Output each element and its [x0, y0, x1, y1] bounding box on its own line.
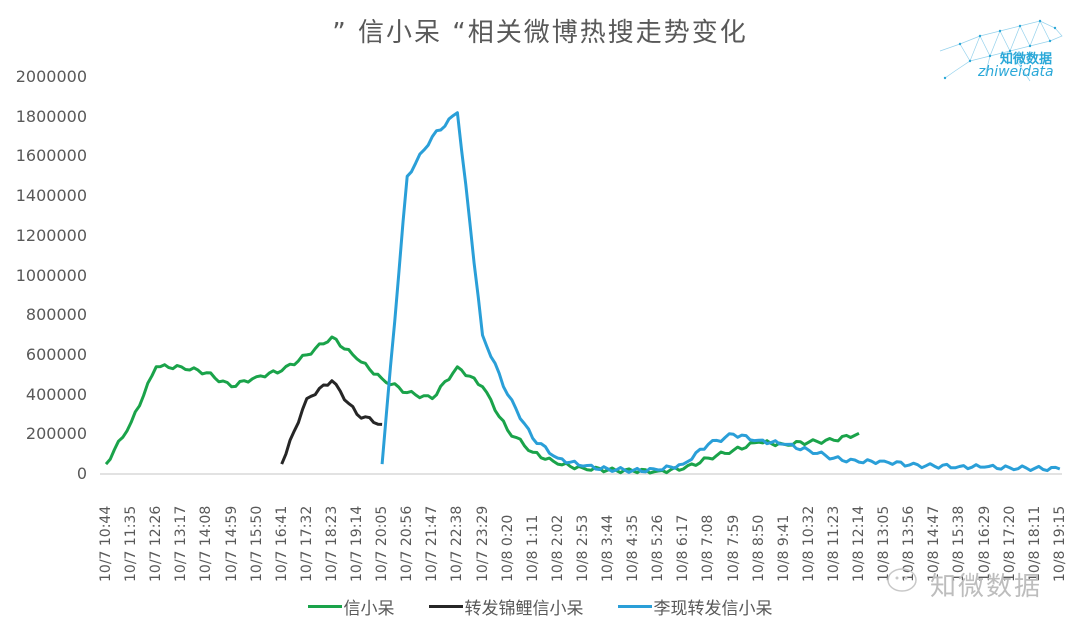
y-tick-label: 1600000	[15, 146, 87, 166]
chart-title: ” 信小呆 “相关微博热搜走势变化	[332, 18, 748, 48]
y-tick-label: 1800000	[15, 106, 87, 126]
legend-swatch-black	[428, 605, 463, 608]
series-line	[104, 335, 860, 475]
logo-name-cn: 知微数据	[1000, 52, 1053, 67]
legend-swatch-blue	[617, 605, 652, 608]
y-tick-label: 600000	[25, 344, 87, 364]
legend-item-lixian-repost: 李现转发信小呆	[617, 594, 773, 619]
legend-item-koi-repost: 转发锦鲤信小呆	[428, 594, 584, 619]
series-line	[280, 379, 383, 465]
zhiweidata-logo-icon	[939, 19, 1063, 82]
series-line	[380, 111, 1061, 474]
legend-label: 转发锦鲤信小呆	[464, 599, 584, 619]
y-tick-label: 400000	[25, 384, 87, 404]
y-tick-label: 1000000	[15, 265, 87, 285]
legend: 信小呆 转发锦鲤信小呆 李现转发信小呆	[0, 594, 1080, 619]
y-tick-label: 200000	[25, 424, 87, 444]
legend-swatch-green	[307, 605, 342, 608]
y-tick-label: 2000000	[15, 67, 87, 86]
legend-label: 李现转发信小呆	[653, 599, 773, 619]
logo-name-en: zhiweidata	[978, 64, 1054, 80]
y-tick-label: 0	[76, 464, 87, 483]
y-tick-label: 800000	[25, 305, 87, 325]
legend-label: 信小呆	[343, 599, 395, 619]
legend-item-xinxiaodai: 信小呆	[307, 594, 395, 619]
wechat-icon	[887, 568, 917, 592]
watermark-text: 知微数据	[930, 572, 1043, 602]
y-tick-label: 1200000	[15, 225, 87, 245]
y-tick-label: 1400000	[15, 186, 87, 206]
